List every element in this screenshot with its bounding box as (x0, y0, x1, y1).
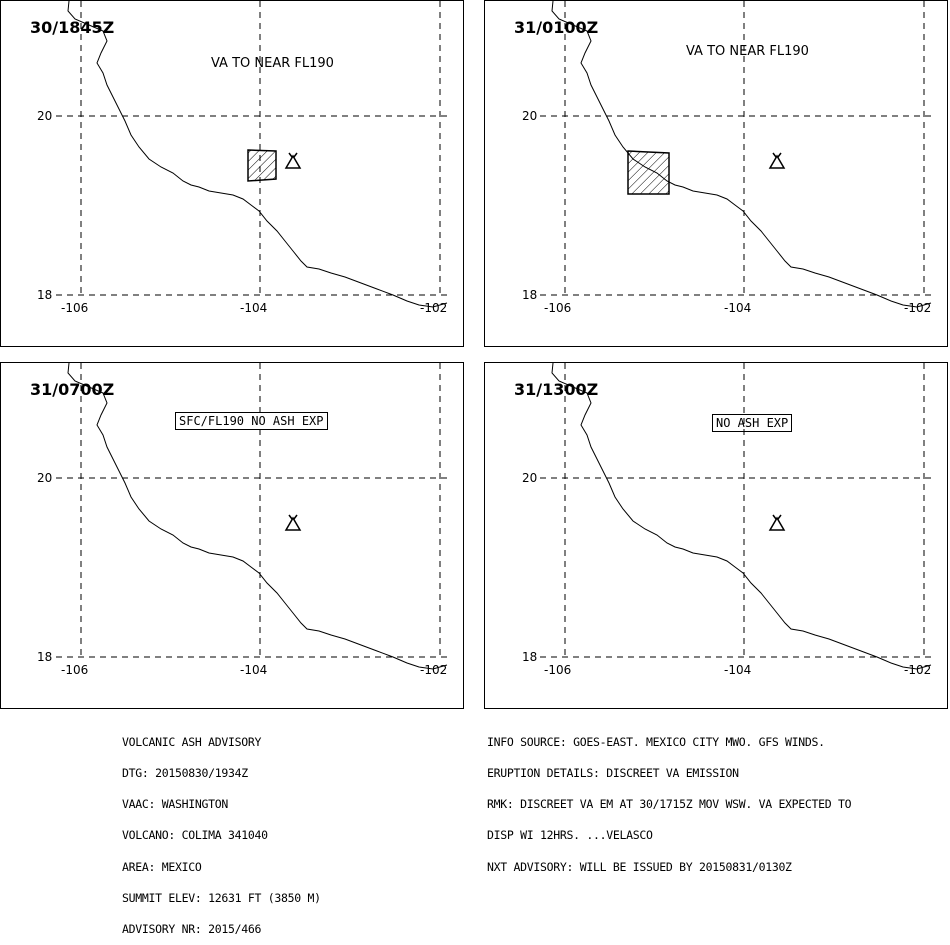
advisory-line: VOLCANO: COLIMA 341040 (122, 828, 268, 843)
advisory-header-block: VOLCANIC ASH ADVISORY DTG: 20150830/1934… (122, 716, 321, 945)
advisory-line: AREA: MEXICO (122, 859, 202, 874)
lon-label-106: -106 (544, 663, 572, 677)
panel-time: 31/0700Z (30, 380, 115, 399)
lon-label-102: -102 (420, 301, 448, 315)
lon-label-102: -102 (904, 663, 932, 677)
ash-height-label: VA TO NEAR FL190 (686, 44, 809, 59)
volcano-icon (284, 152, 302, 169)
advisory-line: ERUPTION DETAILS: DISCREET VA EMISSION (487, 766, 739, 781)
lat-label-18: 18 (37, 650, 53, 664)
lat-label-18: 18 (522, 650, 538, 664)
advisory-line: SUMMIT ELEV: 12631 FT (3850 M) (122, 890, 321, 905)
lat-label-20: 20 (37, 109, 53, 123)
volcano-icon (284, 514, 302, 531)
ash-polygon (627, 150, 670, 195)
coastline (67, 363, 448, 670)
ash-height-label: NO ASH EXP (712, 414, 793, 432)
ash-height-label: SFC/FL190 NO ASH EXP (175, 412, 328, 430)
ash-polygon (247, 149, 277, 182)
panel-time: 31/1300Z (514, 380, 599, 399)
lon-label-106: -106 (544, 301, 572, 315)
lat-label-20: 20 (522, 471, 538, 485)
lon-label-102: -102 (904, 301, 932, 315)
lon-label-104: -104 (240, 663, 268, 677)
lon-label-106: -106 (61, 663, 89, 677)
lat-label-18: 18 (522, 288, 538, 302)
lon-label-104: -104 (240, 301, 268, 315)
forecast-panel-1: 30/1845Z VA TO NEAR FL190 20 18 -106 -10… (0, 0, 464, 347)
lat-label-20: 20 (37, 471, 53, 485)
forecast-panel-2: 31/0100Z VA TO NEAR FL190 20 18 -106 -10… (484, 0, 948, 347)
lat-label-20: 20 (522, 109, 538, 123)
advisory-line: DTG: 20150830/1934Z (122, 766, 248, 781)
ash-height-label: VA TO NEAR FL190 (211, 56, 334, 71)
panel-time: 31/0100Z (514, 18, 599, 37)
lon-label-106: -106 (61, 301, 89, 315)
advisory-line: RMK: DISCREET VA EM AT 30/1715Z MOV WSW.… (487, 797, 852, 812)
advisory-line: INFO SOURCE: GOES-EAST. MEXICO CITY MWO.… (487, 734, 825, 749)
map-canvas (56, 1, 451, 308)
advisory-line: ADVISORY NR: 2015/466 (122, 922, 262, 937)
coastline (67, 1, 448, 308)
volcano-icon (768, 514, 786, 531)
advisory-details-block: INFO SOURCE: GOES-EAST. MEXICO CITY MWO.… (487, 716, 852, 882)
map-canvas (56, 363, 451, 670)
panel-time: 30/1845Z (30, 18, 115, 37)
coastline (551, 1, 932, 308)
coastline (551, 363, 932, 670)
advisory-line: NXT ADVISORY: WILL BE ISSUED BY 20150831… (487, 859, 792, 874)
forecast-panel-4: 31/1300Z NO ASH EXP 20 18 -106 -104 -102 (484, 362, 948, 709)
forecast-panel-3: 31/0700Z SFC/FL190 NO ASH EXP 20 18 -106… (0, 362, 464, 709)
map-canvas (540, 1, 935, 308)
lat-label-18: 18 (37, 288, 53, 302)
advisory-line: DISP WI 12HRS. ...VELASCO (487, 828, 653, 843)
lon-label-104: -104 (724, 663, 752, 677)
map-canvas (540, 363, 935, 670)
advisory-line: VAAC: WASHINGTON (122, 797, 228, 812)
advisory-line: VOLCANIC ASH ADVISORY (122, 734, 262, 749)
lon-label-102: -102 (420, 663, 448, 677)
volcano-icon (768, 152, 786, 169)
lon-label-104: -104 (724, 301, 752, 315)
